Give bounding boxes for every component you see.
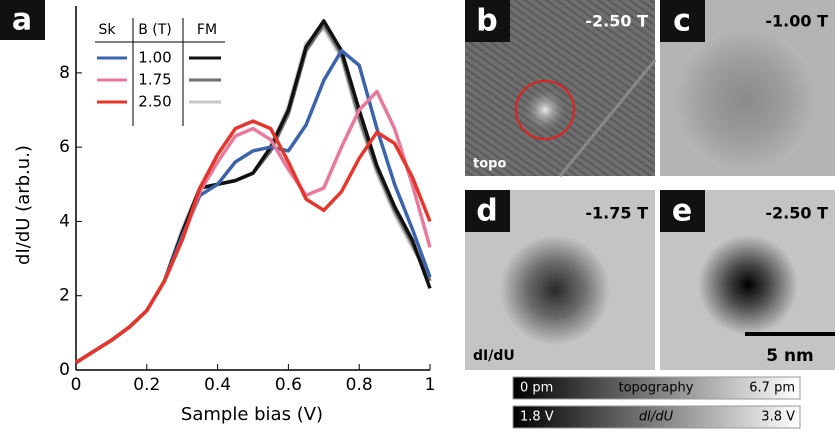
x-tick-label: 1 <box>425 375 436 395</box>
series-line <box>75 19 432 365</box>
x-tick-label: 0.8 <box>346 375 373 395</box>
x-axis-label: Sample bias (V) <box>181 404 323 425</box>
colorbar <box>512 405 801 429</box>
label-box <box>465 0 510 42</box>
colorbar-min: 1.8 V <box>520 410 554 425</box>
legend-header: B (T) <box>138 22 172 38</box>
y-tick-label: 0 <box>59 360 70 380</box>
series-line <box>75 119 432 365</box>
legend-label: 1.00 <box>138 49 171 67</box>
skyrmion <box>523 88 567 132</box>
series-line <box>75 22 432 365</box>
x-tick-label: 0 <box>71 375 82 395</box>
skyrmion <box>698 235 798 335</box>
panel-letter: a <box>12 3 32 38</box>
colorbar-min: 0 pm <box>520 381 553 396</box>
x-tick-label: 0.2 <box>133 375 160 395</box>
scale-label: 5 nm <box>766 346 814 366</box>
panel-letter: e <box>672 194 692 229</box>
label-box <box>0 0 45 40</box>
marker-circle <box>515 80 575 140</box>
field-label: -1.75 T <box>585 204 648 223</box>
legend-header: FM <box>197 22 217 38</box>
label-box <box>660 0 705 42</box>
legend-header: Sk <box>99 22 117 38</box>
y-tick-label: 8 <box>59 63 70 83</box>
panel-letter: b <box>476 4 497 39</box>
image-note: dI/dU <box>473 348 515 364</box>
y-tick-label: 4 <box>59 211 70 231</box>
colorbar <box>512 376 801 400</box>
field-label: -1.00 T <box>765 12 828 31</box>
colorbar-label: topography <box>618 381 693 396</box>
label-box <box>465 190 510 232</box>
y-axis-label: dI/dU (arb.u.) <box>13 145 34 265</box>
panel-letter: c <box>673 4 691 39</box>
step-edge <box>558 59 657 177</box>
x-tick-label: 0.6 <box>275 375 302 395</box>
legend-label: 1.75 <box>138 71 171 89</box>
label-box <box>660 190 705 232</box>
colorbar-max: 6.7 pm <box>749 381 795 396</box>
skyrmion <box>675 30 815 170</box>
legend-label: 2.50 <box>138 93 171 111</box>
x-tick-label: 0.4 <box>204 375 231 395</box>
skyrmion <box>500 235 610 345</box>
y-tick-label: 6 <box>59 137 70 157</box>
field-label: -2.50 T <box>585 12 648 31</box>
field-label: -2.50 T <box>765 204 828 223</box>
series-line <box>75 26 432 365</box>
panel-letter: d <box>476 194 497 229</box>
image-note: topo <box>473 157 506 172</box>
image-panels: a b -2.50 T topo c -1.00 T d -1.75 T dI/… <box>0 0 835 429</box>
y-tick-label: 2 <box>59 286 70 306</box>
series-line <box>75 48 432 365</box>
colorbar-label: dI/dU <box>639 410 674 425</box>
colorbar-max: 3.8 V <box>761 410 795 425</box>
